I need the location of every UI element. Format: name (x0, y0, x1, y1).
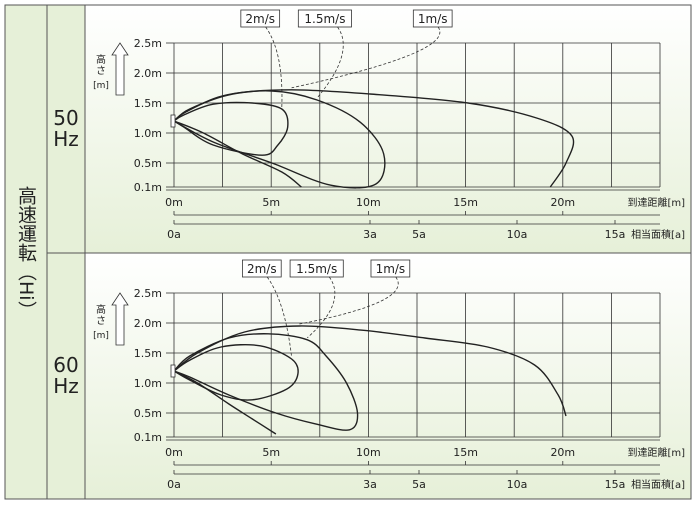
y-tick-label: 2.0m (134, 67, 162, 80)
x-tick-label: 15m (453, 196, 478, 209)
side-label-cell (4, 4, 48, 500)
series-label-leader (316, 26, 344, 99)
height-arrow-icon (111, 42, 129, 96)
panel-background (84, 4, 692, 254)
area-tick-label: 10a (507, 228, 528, 241)
area-axis-label: 相当面積[a] (631, 478, 685, 491)
y-tick-label: 0.5m (134, 407, 162, 420)
y-tick-label: 0.5m (134, 157, 162, 170)
height-label-1: 高 (96, 53, 106, 66)
y-tick-label: 0.1m (134, 181, 162, 194)
x-tick-label: 10m (356, 196, 381, 209)
series-curve-2ms (173, 343, 299, 401)
y-tick-label: 2.0m (134, 317, 162, 330)
x-tick-label: 20m (550, 446, 575, 459)
area-tick-label: 10a (507, 478, 528, 491)
height-label-1: 高 (96, 303, 106, 316)
area-tick-label: 5a (412, 478, 426, 491)
area-tick-label: 3a (363, 478, 377, 491)
series-label: 2m/s (245, 12, 275, 26)
side-label: 高速運転（Hi） (15, 186, 37, 320)
series-label-leader (291, 26, 441, 89)
series-curve-lower (173, 120, 302, 188)
height-unit: [m] (93, 81, 109, 91)
x-tick-label: 10m (356, 446, 381, 459)
area-tick-label: 0a (167, 228, 181, 241)
series-label-box (289, 259, 344, 278)
x-tick-label: 0m (165, 446, 183, 459)
area-tick-label: 5a (412, 228, 426, 241)
x-tick-label: 15m (453, 446, 478, 459)
series-label-box (240, 9, 281, 28)
height-label-2: さ (96, 315, 106, 327)
series-label-leader (266, 276, 292, 358)
series-label: 1m/s (418, 12, 448, 26)
area-tick-label: 0a (167, 478, 181, 491)
height-label-2: さ (96, 65, 106, 77)
height-unit: [m] (93, 331, 109, 341)
y-tick-label: 2.5m (134, 287, 162, 300)
distance-axis-label: 到達距離[m] (627, 196, 685, 209)
row-label-cell-60hz (46, 252, 86, 500)
area-tick-label: 15a (605, 228, 626, 241)
area-axis-label: 相当面積[a] (631, 228, 685, 241)
series-curve-1ms (173, 325, 567, 417)
series-label: 2m/s (247, 262, 277, 276)
series-label: 1m/s (376, 262, 406, 276)
series-curve-2ms (173, 101, 289, 156)
x-tick-label: 0m (165, 196, 183, 209)
y-tick-label: 0.1m (134, 431, 162, 444)
series-label-box (370, 259, 411, 278)
outlet-marker (170, 364, 176, 378)
x-tick-label: 5m (262, 196, 280, 209)
y-tick-label: 2.5m (134, 37, 162, 50)
x-tick-label: 5m (262, 446, 280, 459)
series-label-box (297, 9, 352, 28)
y-tick-label: 1.5m (134, 97, 162, 110)
series-label-leader (307, 276, 336, 339)
distance-axis-label: 到達距離[m] (627, 446, 685, 459)
series-label-leader (299, 276, 399, 325)
series-curve-1ms (173, 89, 575, 188)
series-curve-lower (173, 370, 277, 435)
y-tick-label: 1.0m (134, 377, 162, 390)
area-tick-label: 3a (363, 228, 377, 241)
y-tick-label: 1.0m (134, 127, 162, 140)
series-curve-1.5ms (173, 333, 359, 431)
series-label-box (412, 9, 453, 28)
x-tick-label: 20m (550, 196, 575, 209)
row-label-unit: Hz (53, 127, 79, 151)
y-tick-label: 1.5m (134, 347, 162, 360)
row-label-cell-50hz (46, 4, 86, 254)
row-label-value: 50 (53, 106, 78, 130)
panel-background (84, 252, 692, 500)
series-label-box (242, 259, 282, 278)
outlet-marker (170, 114, 176, 128)
row-label-value: 60 (53, 353, 78, 377)
series-label: 1.5m/s (304, 12, 345, 26)
area-tick-label: 15a (605, 478, 626, 491)
series-label-leader (265, 26, 283, 108)
row-label-unit: Hz (53, 374, 79, 398)
height-arrow-icon (111, 292, 129, 346)
series-label: 1.5m/s (296, 262, 337, 276)
